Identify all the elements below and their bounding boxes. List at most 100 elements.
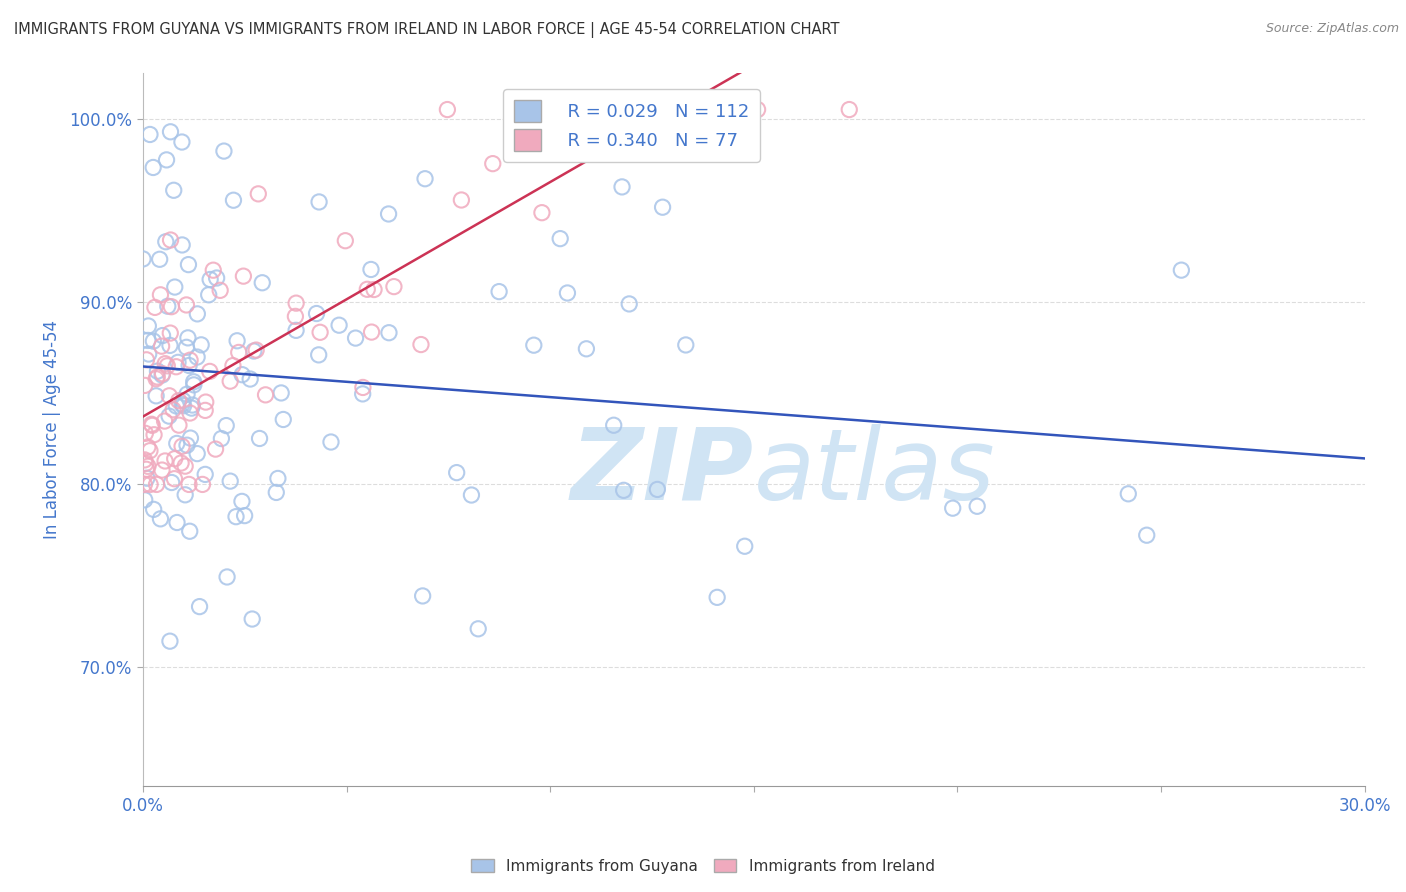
- Point: [647, 483, 669, 497]
- Y-axis label: In Labor Force | Age 45-54: In Labor Force | Age 45-54: [44, 320, 60, 539]
- Point: [602, 418, 624, 433]
- Point: [194, 395, 217, 409]
- Point: [225, 509, 247, 524]
- Point: [159, 125, 181, 139]
- Point: [467, 622, 489, 636]
- Point: [1116, 487, 1139, 501]
- Point: [308, 194, 330, 209]
- Point: [194, 403, 217, 417]
- Point: [190, 338, 212, 352]
- Point: [215, 418, 238, 433]
- Point: [305, 306, 328, 320]
- Point: [378, 326, 401, 340]
- Point: [150, 368, 173, 382]
- Point: [159, 233, 181, 247]
- Point: [247, 186, 270, 201]
- Point: [146, 370, 169, 384]
- Point: [239, 372, 262, 386]
- Point: [747, 103, 769, 117]
- Point: [159, 338, 181, 352]
- Point: [176, 298, 198, 312]
- Point: [172, 393, 194, 408]
- Point: [523, 338, 546, 352]
- Point: [156, 299, 179, 313]
- Point: [1136, 528, 1159, 542]
- Point: [219, 374, 242, 388]
- Point: [488, 285, 510, 299]
- Point: [132, 252, 155, 266]
- Point: [675, 338, 697, 352]
- Point: [413, 171, 436, 186]
- Point: [156, 359, 179, 373]
- Point: [222, 193, 245, 207]
- Point: [412, 589, 434, 603]
- Point: [181, 398, 204, 412]
- Point: [177, 258, 200, 272]
- Point: [245, 343, 267, 357]
- Point: [176, 340, 198, 354]
- Point: [450, 193, 472, 207]
- Point: [165, 399, 187, 413]
- Point: [139, 443, 162, 458]
- Point: [308, 348, 330, 362]
- Point: [174, 459, 197, 474]
- Point: [162, 402, 184, 417]
- Point: [152, 367, 174, 381]
- Point: [610, 180, 633, 194]
- Point: [1170, 263, 1192, 277]
- Point: [543, 103, 565, 117]
- Legend:   R = 0.029   N = 112,   R = 0.340   N = 77: R = 0.029 N = 112, R = 0.340 N = 77: [503, 89, 759, 162]
- Point: [145, 372, 167, 386]
- Point: [165, 359, 187, 374]
- Point: [284, 310, 307, 324]
- Point: [163, 451, 186, 466]
- Point: [651, 200, 673, 214]
- Point: [460, 488, 482, 502]
- Point: [212, 144, 235, 158]
- Text: atlas: atlas: [754, 424, 995, 521]
- Point: [267, 471, 290, 485]
- Point: [360, 262, 382, 277]
- Point: [138, 347, 160, 361]
- Point: [170, 439, 193, 453]
- Point: [409, 337, 432, 351]
- Point: [249, 432, 271, 446]
- Point: [167, 355, 190, 369]
- Text: ZIP: ZIP: [571, 424, 754, 521]
- Point: [134, 492, 156, 507]
- Point: [548, 232, 571, 246]
- Point: [222, 359, 245, 373]
- Point: [209, 432, 232, 446]
- Point: [135, 352, 157, 367]
- Point: [502, 143, 524, 157]
- Point: [142, 334, 165, 348]
- Point: [150, 339, 173, 353]
- Point: [356, 282, 378, 296]
- Point: [481, 156, 503, 170]
- Point: [335, 234, 357, 248]
- Text: IMMIGRANTS FROM GUYANA VS IMMIGRANTS FROM IRELAND IN LABOR FORCE | AGE 45-54 COR: IMMIGRANTS FROM GUYANA VS IMMIGRANTS FRO…: [14, 22, 839, 38]
- Point: [574, 130, 596, 145]
- Point: [177, 331, 200, 345]
- Point: [231, 368, 253, 382]
- Point: [319, 435, 342, 450]
- Point: [271, 412, 294, 426]
- Point: [142, 161, 165, 175]
- Point: [177, 477, 200, 491]
- Point: [167, 418, 190, 433]
- Point: [135, 471, 157, 485]
- Point: [179, 524, 201, 539]
- Point: [136, 334, 159, 348]
- Point: [179, 353, 201, 368]
- Point: [170, 135, 193, 149]
- Point: [309, 326, 332, 340]
- Point: [136, 459, 159, 474]
- Point: [706, 591, 728, 605]
- Text: Source: ZipAtlas.com: Source: ZipAtlas.com: [1265, 22, 1399, 36]
- Point: [228, 345, 250, 359]
- Point: [446, 466, 468, 480]
- Point: [219, 474, 242, 488]
- Point: [149, 288, 172, 302]
- Point: [139, 128, 162, 142]
- Point: [194, 467, 217, 482]
